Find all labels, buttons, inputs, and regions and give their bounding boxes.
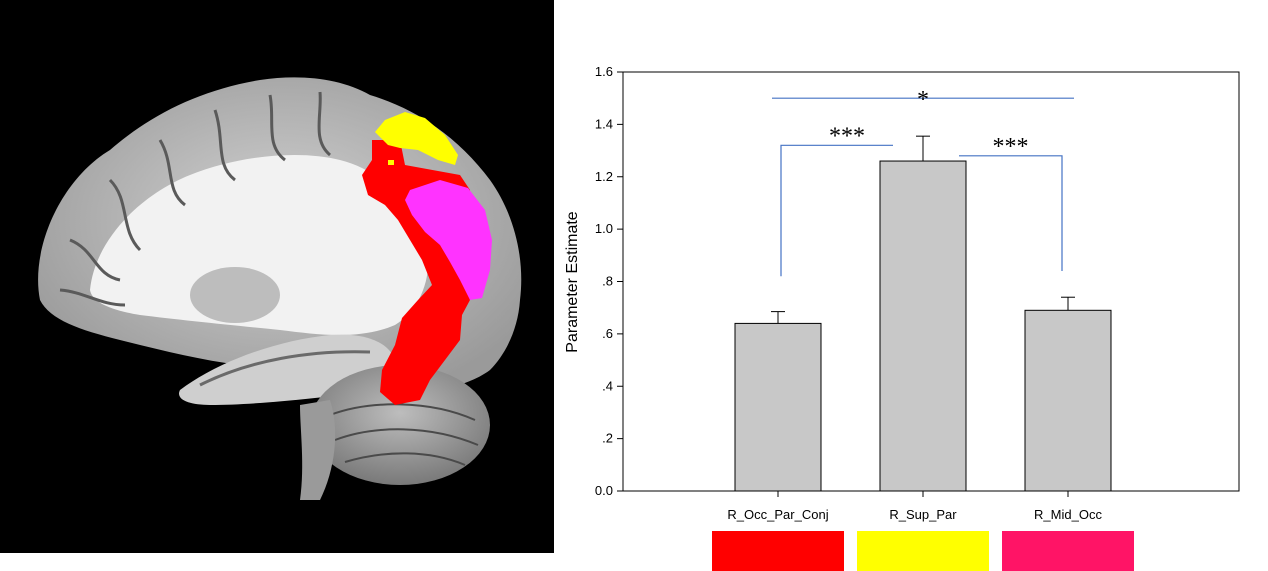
y-tick-label: 1.2 <box>595 169 613 184</box>
region-color-swatch <box>712 531 844 571</box>
bar-chart: Parameter Estimate 0.0 .2 .4 .6 .8 1.0 1.2 1.4 1… <box>556 0 1268 571</box>
y-tick-label: .6 <box>602 326 613 341</box>
bar <box>879 160 967 492</box>
white-matter <box>90 155 429 335</box>
y-axis-title: Parameter Estimate <box>564 211 581 352</box>
bar-chart-svg: Parameter Estimate 0.0 .2 .4 .6 .8 1.0 1.2 1.4 1… <box>564 64 1240 571</box>
y-tick-label: 1.6 <box>595 64 613 79</box>
roi-r-sup-par-fleck <box>388 160 394 165</box>
y-tick-label: .2 <box>602 431 613 446</box>
brain-mri-image <box>0 0 554 553</box>
roi-r-mid-occ <box>405 180 492 300</box>
significance-label: * <box>917 87 929 113</box>
y-tick-label: .4 <box>602 378 613 393</box>
significance-bracket <box>959 155 1063 272</box>
bar <box>1024 309 1112 492</box>
thalamus-shape <box>190 267 280 323</box>
region-color-swatch <box>1002 531 1134 571</box>
y-tick-label: 0.0 <box>595 483 613 498</box>
cerebellum-folia <box>329 403 479 466</box>
significance-label: *** <box>993 134 1029 160</box>
bar <box>734 322 822 492</box>
cerebellum-shape <box>310 365 490 485</box>
significance-label: *** <box>829 123 865 149</box>
x-category-label: R_Mid_Occ <box>1034 507 1102 522</box>
sulci-lines <box>59 91 332 307</box>
region-color-swatch <box>857 531 989 571</box>
brain-mri-drawing <box>0 0 554 553</box>
x-category-label: R_Occ_Par_Conj <box>727 507 828 522</box>
y-tick-label: .8 <box>602 274 613 289</box>
brainstem-shape <box>300 400 336 500</box>
y-tick-label: 1.0 <box>595 221 613 236</box>
y-tick-label: 1.4 <box>595 116 613 131</box>
x-category-label: R_Sup_Par <box>889 507 957 522</box>
temporal-sulcus <box>199 350 371 387</box>
significance-bracket <box>780 144 893 277</box>
roi-r-sup-par <box>375 112 458 165</box>
